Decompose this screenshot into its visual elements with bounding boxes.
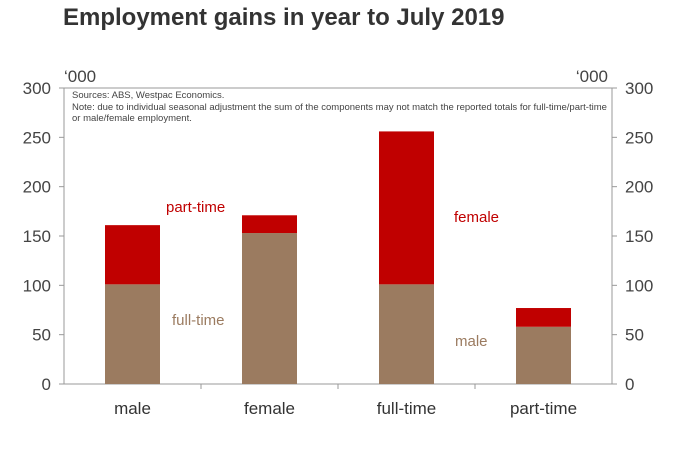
- y-tick-label-right: 150: [625, 227, 653, 246]
- y-tick-label-right: 100: [625, 276, 653, 295]
- y-tick-label-right: 300: [625, 79, 653, 98]
- y-tick-label-left: 200: [23, 178, 51, 197]
- sources-text: Sources: ABS, Westpac Economics.: [72, 90, 225, 101]
- x-tick-label: female: [244, 399, 295, 418]
- y-tick-label-left: 150: [23, 227, 51, 246]
- y-tick-label-left: 300: [23, 79, 51, 98]
- y-tick-label-right: 0: [625, 375, 634, 394]
- x-tick-label: part-time: [510, 399, 577, 418]
- annotation-female: female: [454, 209, 499, 226]
- bar-full-time-segment-0: [379, 284, 434, 384]
- chart-title: Employment gains in year to July 2019: [63, 4, 505, 31]
- y-tick-label-right: 250: [625, 128, 653, 147]
- bar-female-segment-0: [242, 233, 297, 384]
- annotation-full-time: full-time: [172, 312, 225, 329]
- note-text: Note: due to individual seasonal adjustm…: [72, 102, 607, 124]
- bar-full-time-segment-1: [379, 131, 434, 285]
- unit-label-right: ‘000: [576, 67, 608, 86]
- bar-female-segment-1: [242, 215, 297, 234]
- annotation-male: male: [455, 333, 488, 350]
- bar-part-time-segment-0: [516, 326, 571, 384]
- bar-part-time-segment-1: [516, 308, 571, 327]
- bar-male-segment-0: [105, 284, 160, 384]
- bar-male-segment-1: [105, 225, 160, 285]
- y-tick-label-right: 200: [625, 178, 653, 197]
- unit-label-left: ‘000: [64, 67, 96, 86]
- y-tick-label-left: 0: [42, 375, 51, 394]
- y-tick-label-left: 100: [23, 276, 51, 295]
- y-tick-label-left: 250: [23, 128, 51, 147]
- annotation-part-time: part-time: [166, 199, 225, 216]
- x-tick-label: male: [114, 399, 151, 418]
- y-tick-label-left: 50: [32, 326, 51, 345]
- y-tick-label-right: 50: [625, 326, 644, 345]
- x-tick-label: full-time: [377, 399, 437, 418]
